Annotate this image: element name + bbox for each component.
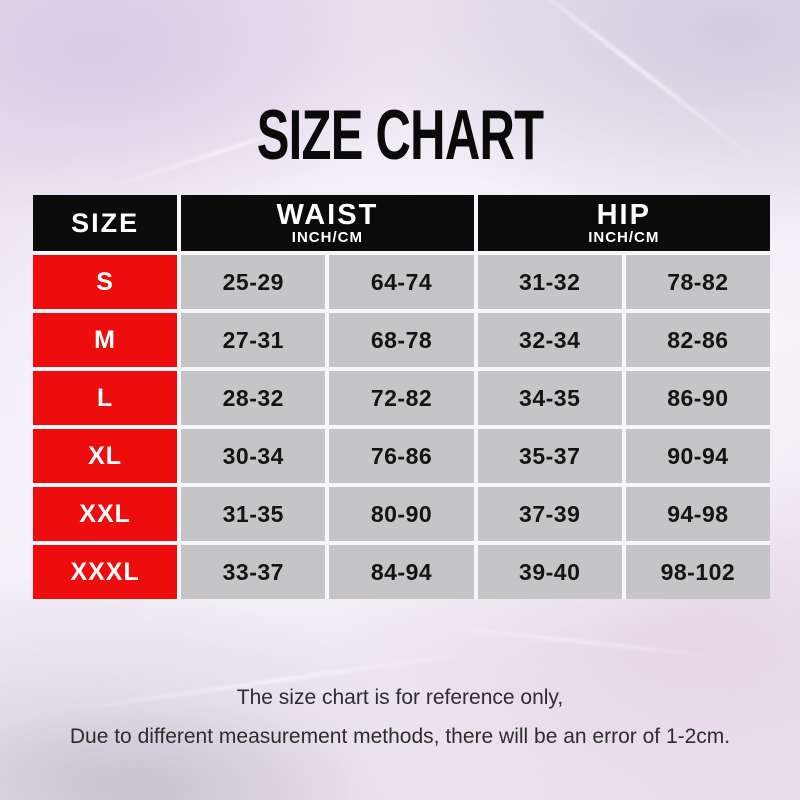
waist-inch-cell: 31-35	[181, 487, 326, 541]
hip-cm-cell: 78-82	[625, 255, 770, 309]
size-cell: XXL	[33, 487, 178, 541]
hip-inch-cell: 34-35	[477, 371, 622, 425]
hip-cm-cell: 82-86	[625, 313, 770, 367]
size-cell: XL	[33, 429, 178, 483]
hip-inch-cell: 37-39	[477, 487, 622, 541]
waist-inch-cell: 28-32	[181, 371, 326, 425]
waist-cm-cell: 68-78	[329, 313, 474, 367]
hip-inch-cell: 31-32	[477, 255, 622, 309]
hip-cm-cell: 94-98	[625, 487, 770, 541]
waist-cm-cell: 72-82	[329, 371, 474, 425]
feather-shadow	[0, 700, 360, 800]
hip-cm-cell: 86-90	[625, 371, 770, 425]
waist-cm-cell: 84-94	[329, 545, 474, 599]
column-header-hip: HIP INCH/CM	[477, 195, 770, 251]
page-title: SIZE CHART	[256, 95, 544, 175]
waist-inch-cell: 27-31	[181, 313, 326, 367]
waist-cm-cell: 80-90	[329, 487, 474, 541]
size-cell: XXXL	[33, 545, 178, 599]
size-table: SIZE WAIST INCH/CM HIP INCH/CM S 25-29 6…	[33, 195, 770, 599]
waist-inch-cell: 33-37	[181, 545, 326, 599]
size-cell: S	[33, 255, 178, 309]
waist-inch-cell: 25-29	[181, 255, 326, 309]
column-header-hip-label: HIP	[596, 199, 651, 231]
hip-inch-cell: 32-34	[477, 313, 622, 367]
hip-cm-cell: 98-102	[625, 545, 770, 599]
size-cell: M	[33, 313, 178, 367]
column-header-hip-unit: INCH/CM	[588, 229, 660, 246]
column-header-waist-label: WAIST	[276, 199, 379, 231]
waist-cm-cell: 76-86	[329, 429, 474, 483]
column-header-size: SIZE	[33, 195, 178, 251]
waist-cm-cell: 64-74	[329, 255, 474, 309]
hip-cm-cell: 90-94	[625, 429, 770, 483]
waist-inch-cell: 30-34	[181, 429, 326, 483]
footer-note: The size chart is for reference only, Du…	[0, 678, 800, 756]
column-header-waist: WAIST INCH/CM	[181, 195, 474, 251]
footer-line-1: The size chart is for reference only,	[236, 686, 564, 709]
size-cell: L	[33, 371, 178, 425]
hip-inch-cell: 39-40	[477, 545, 622, 599]
column-header-waist-unit: INCH/CM	[291, 229, 363, 246]
footer-line-2: Due to different measurement methods, th…	[69, 725, 731, 748]
hip-inch-cell: 35-37	[477, 429, 622, 483]
